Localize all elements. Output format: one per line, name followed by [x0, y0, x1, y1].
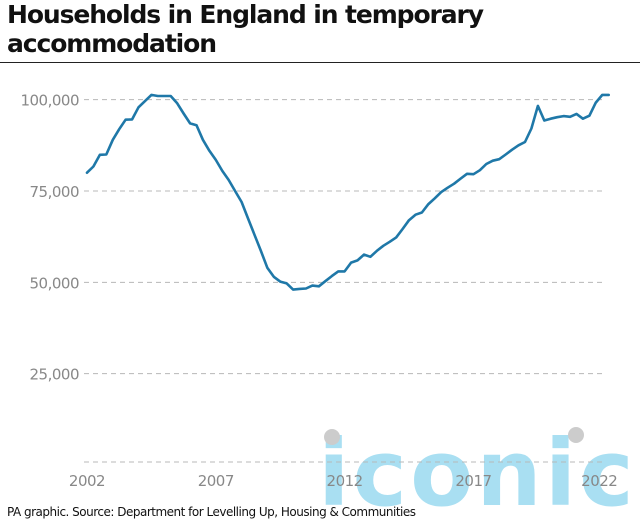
watermark-dot — [324, 429, 340, 445]
x-tick-label: 2022 — [581, 472, 617, 490]
y-tick-label: 50,000 — [30, 274, 80, 292]
y-axis-tick-labels: 25,000 50,000 75,000 100,000 — [20, 92, 79, 384]
x-tick-label: 2007 — [198, 472, 234, 490]
x-tick-label: 2012 — [327, 472, 363, 490]
watermark-dot — [568, 427, 584, 443]
iconic-watermark-logo: iconic — [318, 420, 634, 525]
source-caption: PA graphic. Source: Department for Level… — [7, 505, 416, 519]
series-line — [85, 93, 611, 291]
x-tick-label: 2002 — [69, 472, 105, 490]
x-axis-tick-labels: 2002 2007 2012 2017 2022 — [69, 472, 618, 490]
y-tick-label: 75,000 — [30, 183, 80, 201]
y-tick-label: 25,000 — [30, 366, 80, 384]
gridlines — [84, 99, 604, 463]
y-tick-label: 100,000 — [20, 92, 79, 110]
x-tick-label: 2017 — [455, 472, 491, 490]
title-divider — [0, 62, 640, 63]
chart-title: Households in England in temporary accom… — [7, 0, 484, 58]
series-lines — [85, 93, 611, 291]
